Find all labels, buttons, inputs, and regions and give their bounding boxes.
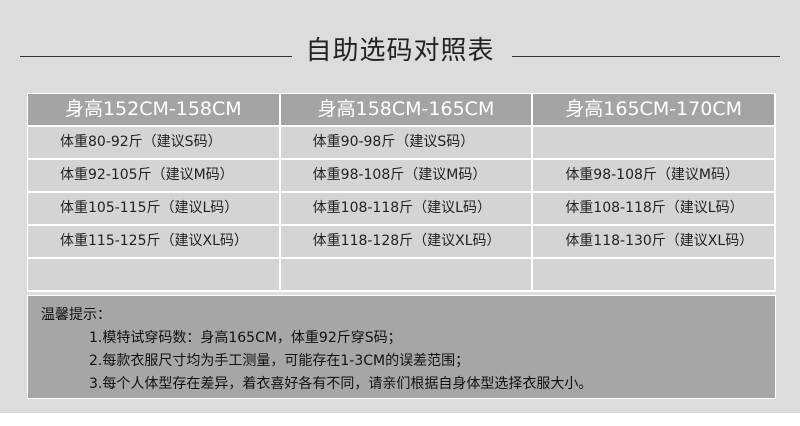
table-cell: 体重118-128斤（建议XL码）: [280, 226, 534, 259]
note-item: 2.每款衣服尺寸均为手工测量，可能存在1-3CM的误差范围；: [89, 353, 470, 369]
table-row: 体重80-92斤（建议S码） 体重90-98斤（建议S码）: [28, 127, 776, 160]
table-cell: 体重108-118斤（建议L码）: [280, 193, 534, 226]
header-cell: 身高158CM-165CM: [280, 94, 534, 127]
table-cell: [280, 259, 534, 292]
table-cell: 体重105-115斤（建议L码）: [28, 193, 281, 226]
title-divider-left: [20, 56, 292, 57]
table-cell: 体重90-98斤（建议S码）: [280, 127, 534, 160]
table-cell: 体重98-108斤（建议M码）: [280, 160, 534, 193]
table-cell: 体重92-105斤（建议M码）: [28, 160, 281, 193]
notes-heading: 温馨提示：: [41, 307, 111, 323]
table-row: [28, 259, 776, 292]
notes-box: 温馨提示： 1.模特试穿码数：身高165CM，体重92斤穿S码； 2.每款衣服尺…: [27, 295, 776, 399]
header-cell: 身高152CM-158CM: [28, 94, 281, 127]
table-cell: 体重115-125斤（建议XL码）: [28, 226, 281, 259]
table-cell: [533, 259, 776, 292]
table-cell: [533, 127, 776, 160]
page-title: 自助选码对照表: [305, 36, 495, 66]
table-row: 体重105-115斤（建议L码） 体重108-118斤（建议L码） 体重108-11…: [28, 193, 776, 226]
table-cell: [28, 259, 281, 292]
header-cell: 身高165CM-170CM: [533, 94, 776, 127]
table-header-row: 身高152CM-158CM 身高158CM-165CM 身高165CM-170C…: [28, 94, 776, 127]
table-cell: 体重80-92斤（建议S码）: [28, 127, 281, 160]
table-row: 体重115-125斤（建议XL码） 体重118-128斤（建议XL码） 体重118-…: [28, 226, 776, 259]
table-cell: 体重98-108斤（建议M码）: [533, 160, 776, 193]
table-cell: 体重118-130斤（建议XL码）: [533, 226, 776, 259]
size-table: 身高152CM-158CM 身高158CM-165CM 身高165CM-170C…: [27, 93, 776, 292]
note-item: 3.每个人体型存在差异，着衣喜好各有不同，请亲们根据自身体型选择衣服大小。: [89, 376, 593, 392]
table-row: 体重92-105斤（建议M码） 体重98-108斤（建议M码） 体重98-108斤（…: [28, 160, 776, 193]
title-divider-right: [512, 56, 780, 57]
table-cell: 体重108-118斤（建议L码）: [533, 193, 776, 226]
note-item: 1.模特试穿码数：身高165CM，体重92斤穿S码；: [89, 330, 402, 346]
